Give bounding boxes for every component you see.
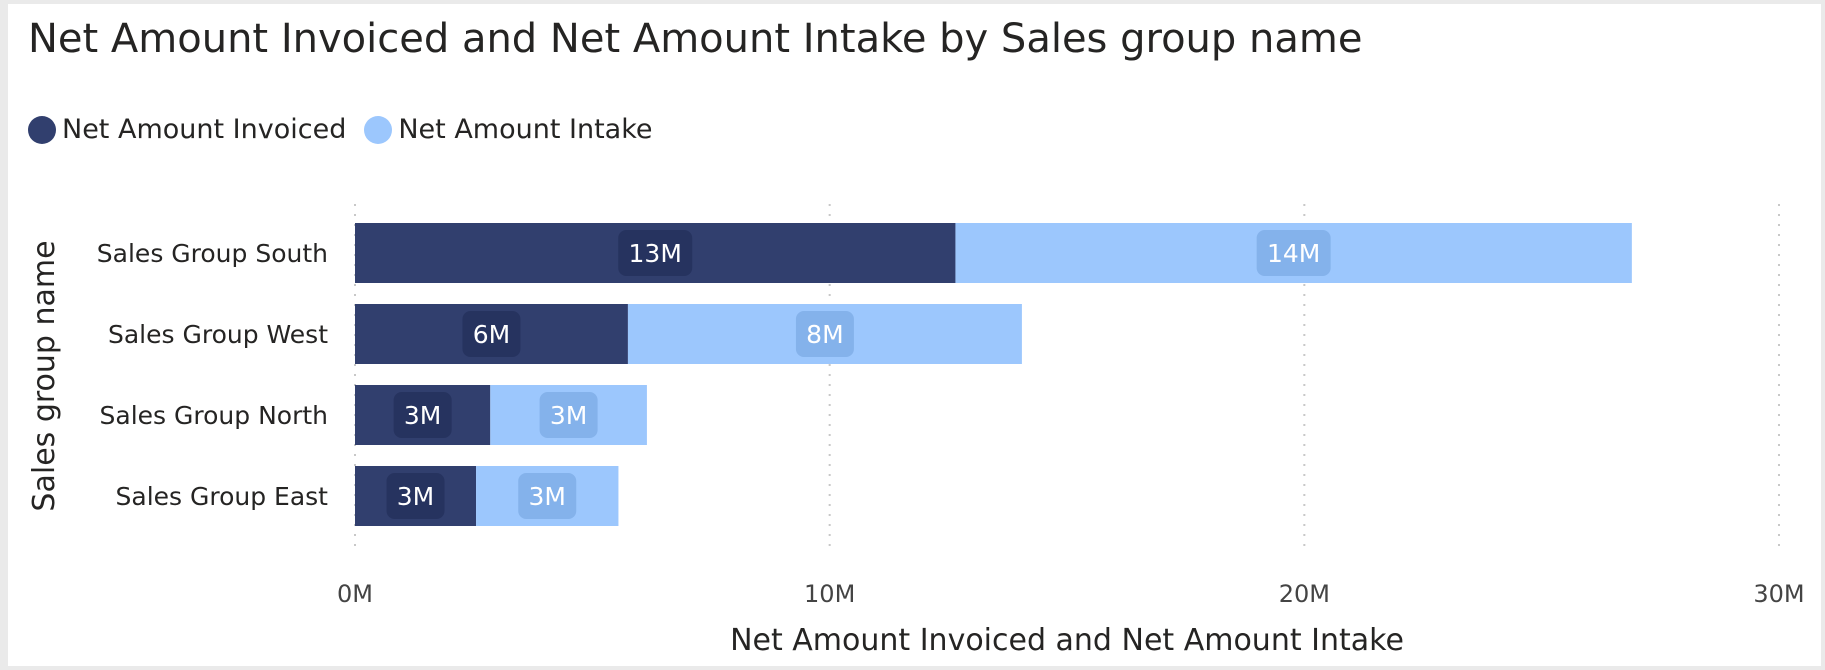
data-label-intake-1: 8M [806, 320, 843, 349]
data-label-bg-invoiced-1 [462, 311, 521, 357]
y-tick-label-3: Sales Group East [116, 482, 329, 511]
bar-intake-2 [490, 385, 647, 445]
data-label-bg-intake-3 [518, 473, 577, 519]
x-tick-label-1: 10M [804, 580, 855, 608]
data-label-invoiced-2: 3M [404, 401, 441, 430]
bar-invoiced-3 [355, 466, 477, 526]
y-tick-label-1: Sales Group West [108, 320, 328, 349]
data-label-intake-3: 3M [528, 482, 565, 511]
legend-item-intake[interactable]: Net Amount Intake [364, 114, 653, 145]
y-axis-title: Sales group name [27, 240, 62, 511]
data-label-bg-intake-1 [795, 311, 854, 357]
legend-item-invoiced[interactable]: Net Amount Invoiced [28, 114, 346, 145]
bar-intake-3 [476, 466, 619, 526]
chart-title: Net Amount Invoiced and Net Amount Intak… [28, 16, 1363, 62]
data-label-invoiced-3: 3M [397, 482, 434, 511]
chart-plot: 0M 10M 20M 30M Net Amount Invoiced and Net A… [27, 204, 1805, 658]
legend: Net Amount Invoiced Net Amount Intake [28, 114, 671, 145]
x-tick-label-2: 20M [1279, 580, 1330, 608]
legend-label-intake: Net Amount Intake [398, 114, 653, 145]
data-label-intake-0: 14M [1267, 239, 1320, 268]
bar-intake-1 [627, 304, 1022, 364]
data-label-invoiced-0: 13M [629, 239, 682, 268]
data-label-bg-intake-0 [1256, 230, 1331, 276]
legend-marker-intake [364, 115, 393, 144]
y-tick-label-0: Sales Group South [97, 239, 328, 268]
y-tick-label-2: Sales Group North [100, 401, 328, 430]
data-label-intake-2: 3M [550, 401, 587, 430]
bar-invoiced-0 [355, 223, 956, 283]
data-label-bg-invoiced-3 [386, 473, 445, 519]
chart-card: Net Amount Invoiced and Net Amount Intak… [8, 4, 1821, 666]
bar-invoiced-2 [355, 385, 491, 445]
bar-invoiced-1 [355, 304, 628, 364]
x-axis-title: Net Amount Invoiced and Net Amount Intak… [730, 623, 1404, 658]
data-label-bg-invoiced-0 [618, 230, 693, 276]
x-tick-label-3: 30M [1753, 580, 1804, 608]
data-label-invoiced-1: 6M [473, 320, 510, 349]
data-label-bg-intake-2 [539, 392, 598, 438]
bar-intake-0 [955, 223, 1632, 283]
data-label-bg-invoiced-2 [393, 392, 452, 438]
x-tick-label-0: 0M [337, 580, 373, 608]
legend-marker-invoiced [28, 115, 56, 144]
legend-label-invoiced: Net Amount Invoiced [62, 114, 347, 145]
